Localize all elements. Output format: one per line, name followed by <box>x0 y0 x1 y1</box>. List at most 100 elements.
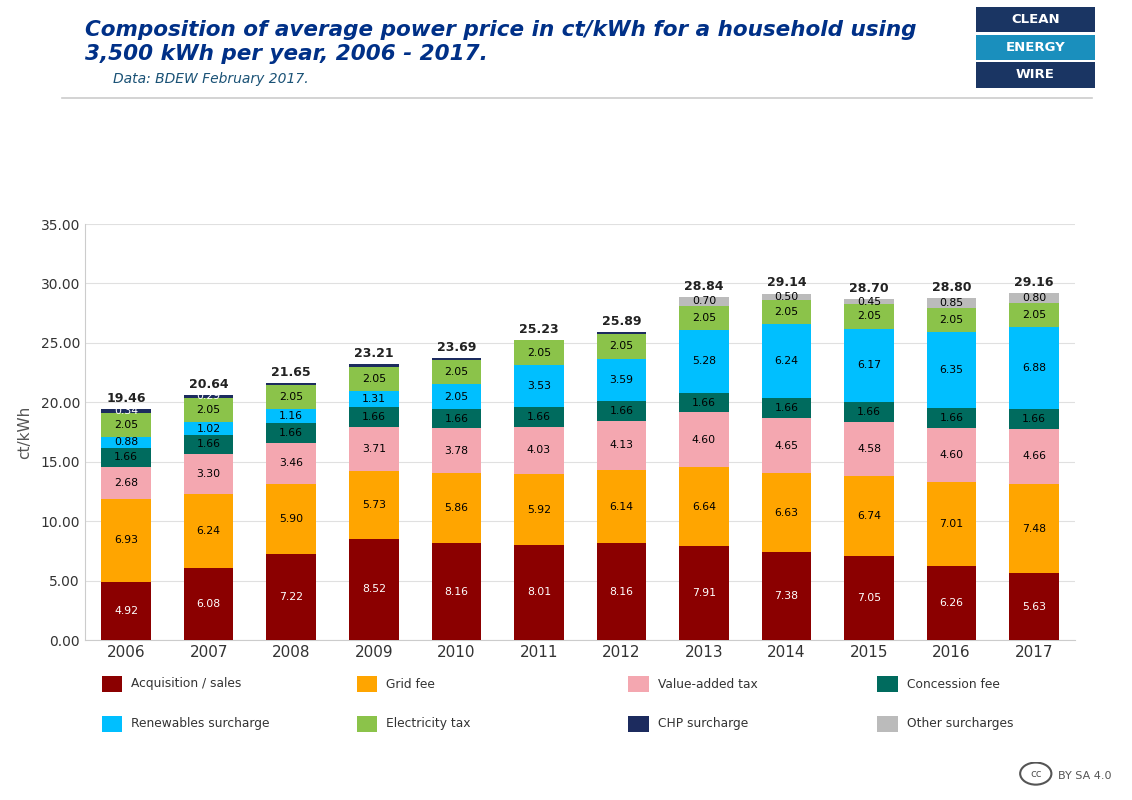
Text: 5.63: 5.63 <box>1022 602 1046 611</box>
Bar <box>597 332 646 334</box>
Text: 4.66: 4.66 <box>1022 451 1046 462</box>
Text: 6.35: 6.35 <box>940 365 963 375</box>
Bar <box>844 556 894 640</box>
Bar <box>266 484 316 554</box>
Bar <box>927 408 976 428</box>
Bar <box>679 298 729 306</box>
FancyBboxPatch shape <box>976 34 1095 60</box>
Text: 25.89: 25.89 <box>602 315 641 328</box>
Text: 4.13: 4.13 <box>609 441 634 450</box>
Text: 8.52: 8.52 <box>362 584 386 594</box>
Text: 6.93: 6.93 <box>114 535 138 546</box>
Text: 6.17: 6.17 <box>857 360 881 370</box>
Text: cc: cc <box>1030 769 1041 778</box>
Text: 4.03: 4.03 <box>526 446 551 455</box>
Bar <box>844 304 894 329</box>
Bar <box>183 422 233 434</box>
Text: 2.05: 2.05 <box>774 307 798 317</box>
Text: 7.05: 7.05 <box>857 593 881 603</box>
Bar <box>266 443 316 484</box>
Bar <box>679 546 729 640</box>
Text: 1.66: 1.66 <box>940 413 963 422</box>
Text: 8.16: 8.16 <box>445 586 469 597</box>
Bar <box>927 298 976 308</box>
Bar <box>266 423 316 443</box>
Text: CLEAN: CLEAN <box>1011 13 1060 26</box>
Bar <box>183 494 233 568</box>
Text: 1.66: 1.66 <box>609 406 634 416</box>
Text: 1.66: 1.66 <box>526 412 551 422</box>
Text: 2.05: 2.05 <box>114 420 138 430</box>
Text: 1.66: 1.66 <box>362 412 386 422</box>
Bar <box>183 434 233 454</box>
Text: 6.24: 6.24 <box>197 526 221 536</box>
Text: 2.05: 2.05 <box>526 348 551 358</box>
Bar <box>102 413 151 437</box>
Bar <box>597 402 646 421</box>
Bar <box>514 365 564 407</box>
Bar <box>597 543 646 640</box>
Text: 0.34: 0.34 <box>114 406 138 416</box>
Text: 4.60: 4.60 <box>940 450 963 460</box>
Bar <box>431 543 481 640</box>
Text: 2.05: 2.05 <box>362 374 386 384</box>
Text: 0.45: 0.45 <box>857 297 881 306</box>
Text: 1.02: 1.02 <box>197 423 221 434</box>
Bar <box>431 409 481 429</box>
Text: 3,500 kWh per year, 2006 - 2017.: 3,500 kWh per year, 2006 - 2017. <box>85 44 488 64</box>
Bar <box>102 447 151 467</box>
Text: 19.46: 19.46 <box>106 391 146 405</box>
Text: 3.53: 3.53 <box>526 381 551 391</box>
Text: 0.88: 0.88 <box>114 438 138 447</box>
Bar <box>349 538 398 640</box>
Text: 25.23: 25.23 <box>520 323 559 336</box>
Bar <box>349 367 398 391</box>
Bar <box>266 382 316 385</box>
Bar <box>927 482 976 566</box>
Text: 7.22: 7.22 <box>280 592 303 602</box>
Text: 7.38: 7.38 <box>774 591 798 601</box>
Text: 5.90: 5.90 <box>280 514 303 524</box>
Bar <box>266 554 316 640</box>
Bar <box>762 324 812 398</box>
Bar <box>431 429 481 474</box>
Bar <box>514 407 564 426</box>
Bar <box>679 393 729 412</box>
Bar <box>844 476 894 556</box>
Text: 6.24: 6.24 <box>774 356 798 366</box>
Bar <box>183 398 233 422</box>
Bar <box>1010 484 1058 573</box>
Text: 2.05: 2.05 <box>940 315 963 326</box>
Text: 4.92: 4.92 <box>114 606 138 616</box>
Text: 3.78: 3.78 <box>445 446 469 456</box>
Text: 29.14: 29.14 <box>766 277 806 290</box>
Text: 28.80: 28.80 <box>932 281 971 294</box>
Text: 4.65: 4.65 <box>774 441 798 451</box>
Text: Electricity tax: Electricity tax <box>386 718 471 730</box>
Text: 2.05: 2.05 <box>197 406 221 415</box>
Bar <box>102 409 151 413</box>
Bar <box>102 499 151 582</box>
Text: 23.69: 23.69 <box>437 342 477 354</box>
Text: 5.92: 5.92 <box>526 505 551 514</box>
Bar <box>927 332 976 408</box>
Bar <box>762 552 812 640</box>
Text: 2.05: 2.05 <box>857 311 881 322</box>
Bar <box>597 421 646 470</box>
Bar <box>927 428 976 482</box>
Text: 2.05: 2.05 <box>1022 310 1046 320</box>
Text: 2.05: 2.05 <box>609 342 634 351</box>
Bar <box>1010 573 1058 640</box>
Text: 6.88: 6.88 <box>1022 363 1046 373</box>
Text: 6.14: 6.14 <box>609 502 634 511</box>
Bar <box>431 360 481 384</box>
Text: ENERGY: ENERGY <box>1005 41 1065 54</box>
Bar <box>183 394 233 398</box>
Bar <box>514 474 564 545</box>
Text: 6.63: 6.63 <box>774 508 798 518</box>
Text: Other surcharges: Other surcharges <box>907 718 1013 730</box>
Text: 1.16: 1.16 <box>280 411 303 422</box>
Text: 8.16: 8.16 <box>609 586 634 597</box>
Bar <box>597 470 646 543</box>
Bar <box>762 474 812 552</box>
